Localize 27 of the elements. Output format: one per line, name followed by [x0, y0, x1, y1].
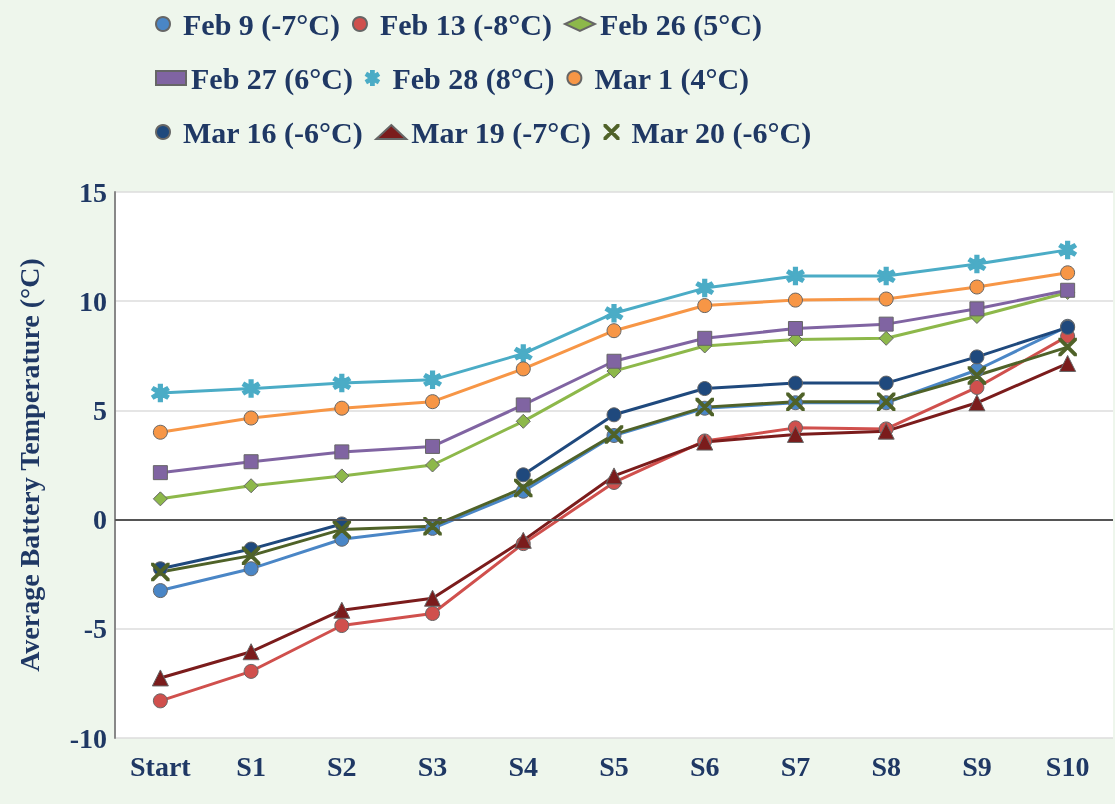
legend-label: Mar 16 (-6°C) [183, 115, 363, 150]
legend-label: Mar 19 (-7°C) [411, 115, 591, 150]
y-tick-label: -10 [69, 722, 107, 754]
x-tick-label: S10 [1045, 750, 1090, 782]
x-tick-label: S6 [689, 750, 720, 782]
x-tick-label: S8 [871, 750, 901, 782]
x-tick-label: S5 [599, 750, 629, 782]
y-tick-label: 5 [93, 394, 107, 426]
x-tick-label: S7 [780, 750, 811, 782]
y-tick-label: 0 [93, 504, 107, 536]
x-tick-label: S2 [327, 750, 357, 782]
y-axis-title: Average Battery Temperature (°C) [13, 258, 45, 672]
legend-label: Feb 28 (8°C) [392, 61, 555, 96]
x-tick-label: S3 [417, 750, 448, 782]
y-tick-label: 15 [79, 176, 107, 208]
y-tick-label: 10 [79, 285, 107, 317]
legend-label: Mar 20 (-6°C) [631, 115, 812, 150]
x-tick-label: S9 [962, 750, 992, 782]
legend-label: Mar 1 (4°C) [594, 61, 750, 96]
x-tick-label: Start [130, 750, 192, 782]
legend-label: Feb 26 (5°C) [599, 7, 762, 42]
legend-label: Feb 9 (-7°C) [183, 7, 340, 42]
legend-label: Feb 27 (6°C) [191, 61, 353, 96]
x-tick-label: S4 [508, 750, 539, 782]
y-tick-label: -5 [83, 613, 107, 645]
x-tick-label: S1 [236, 750, 266, 782]
legend-label: Feb 13 (-8°C) [379, 7, 552, 42]
